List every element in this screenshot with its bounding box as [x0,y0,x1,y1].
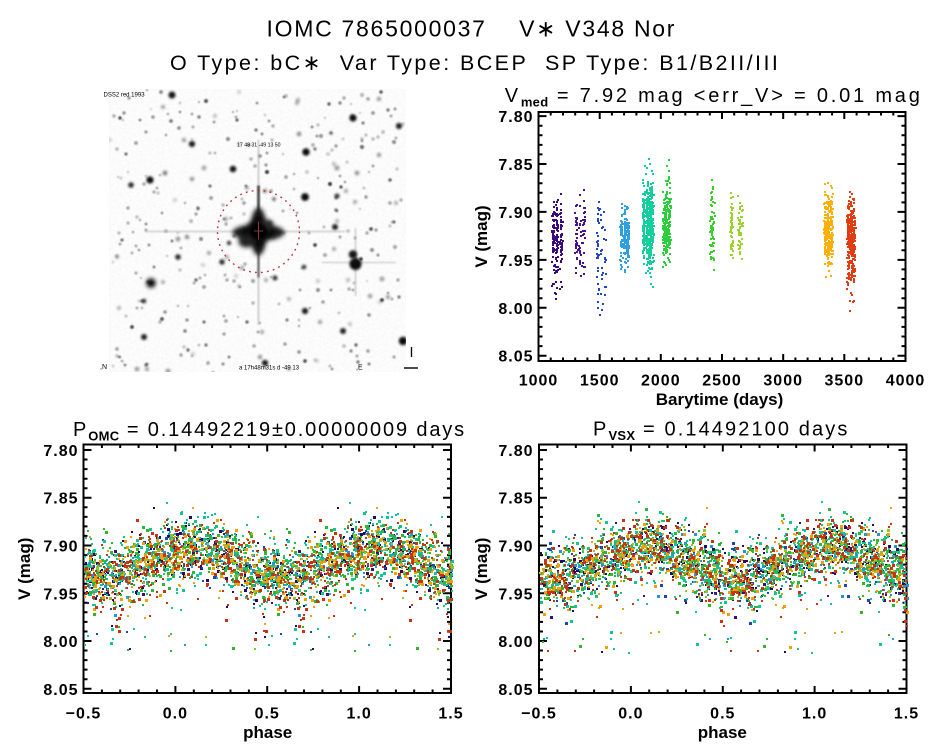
svg-text:IOMC 7865000037 V∗ V348 Nor: IOMC 7865000037 V∗ V348 Nor [267,15,677,41]
svg-text:17 48 31 -49 13 50: 17 48 31 -49 13 50 [237,143,281,149]
svg-text:0.5: 0.5 [255,706,280,723]
svg-text:O Type: bC∗ Var Type: BCEP S: O Type: bC∗ Var Type: BCEP SP Type: B1/B… [170,51,780,75]
svg-text:,N: ,N [100,364,107,371]
svg-text:0.5: 0.5 [710,706,735,723]
svg-text:Barytime (days): Barytime (days) [656,390,784,409]
svg-text:1.5: 1.5 [438,706,463,723]
svg-text:7.85: 7.85 [43,491,78,508]
svg-text:7.95: 7.95 [43,586,78,603]
svg-text:Vmed = 7.92 mag <err_V> = 0.01: Vmed = 7.92 mag <err_V> = 0.01 mag [505,85,923,110]
svg-text:2000: 2000 [641,373,681,390]
svg-text:7.95: 7.95 [498,253,533,270]
svg-text:3500: 3500 [825,373,865,390]
svg-text:8.05: 8.05 [498,349,533,366]
svg-text:V (mag): V (mag) [472,538,491,600]
svg-text:8.05: 8.05 [498,682,533,699]
svg-text:1.5: 1.5 [894,706,919,723]
svg-text:−0.5: −0.5 [521,706,557,723]
svg-text:1000: 1000 [519,373,559,390]
svg-text:7.90: 7.90 [498,539,533,556]
svg-text:7.80: 7.80 [498,109,533,126]
svg-text:8.00: 8.00 [498,634,533,651]
svg-text:a 17h48m31s d -49 13: a 17h48m31s d -49 13 [239,366,300,372]
svg-text:phase: phase [698,723,747,742]
svg-text:7.85: 7.85 [498,491,533,508]
svg-text:1500: 1500 [580,373,620,390]
svg-text:3000: 3000 [763,373,803,390]
svg-text:7.90: 7.90 [498,205,533,222]
svg-text:8.05: 8.05 [43,682,78,699]
svg-text:0.0: 0.0 [618,706,643,723]
svg-text:V (mag): V (mag) [472,205,491,267]
svg-text:8.00: 8.00 [43,634,78,651]
svg-text:DSS2 red 1993: DSS2 red 1993 [104,93,146,99]
svg-text:V (mag): V (mag) [15,538,34,600]
svg-text:POMC = 0.14492219±0.00000009 d: POMC = 0.14492219±0.00000009 days [73,419,466,444]
svg-text:PVSX = 0.14492100 days: PVSX = 0.14492100 days [593,419,849,444]
svg-text:7.90: 7.90 [43,539,78,556]
svg-text:8.00: 8.00 [498,301,533,318]
svg-text:1.0: 1.0 [346,706,371,723]
svg-text:0.0: 0.0 [163,706,188,723]
svg-text:7.95: 7.95 [498,586,533,603]
svg-text:2500: 2500 [702,373,742,390]
svg-text:phase: phase [243,723,292,742]
svg-text:1.0: 1.0 [802,706,827,723]
svg-text:4000: 4000 [886,373,926,390]
svg-text:,E: ,E [356,365,363,372]
svg-text:7.80: 7.80 [498,443,533,460]
svg-text:7.85: 7.85 [498,157,533,174]
svg-text:7.80: 7.80 [43,443,78,460]
svg-text:−0.5: −0.5 [66,706,102,723]
